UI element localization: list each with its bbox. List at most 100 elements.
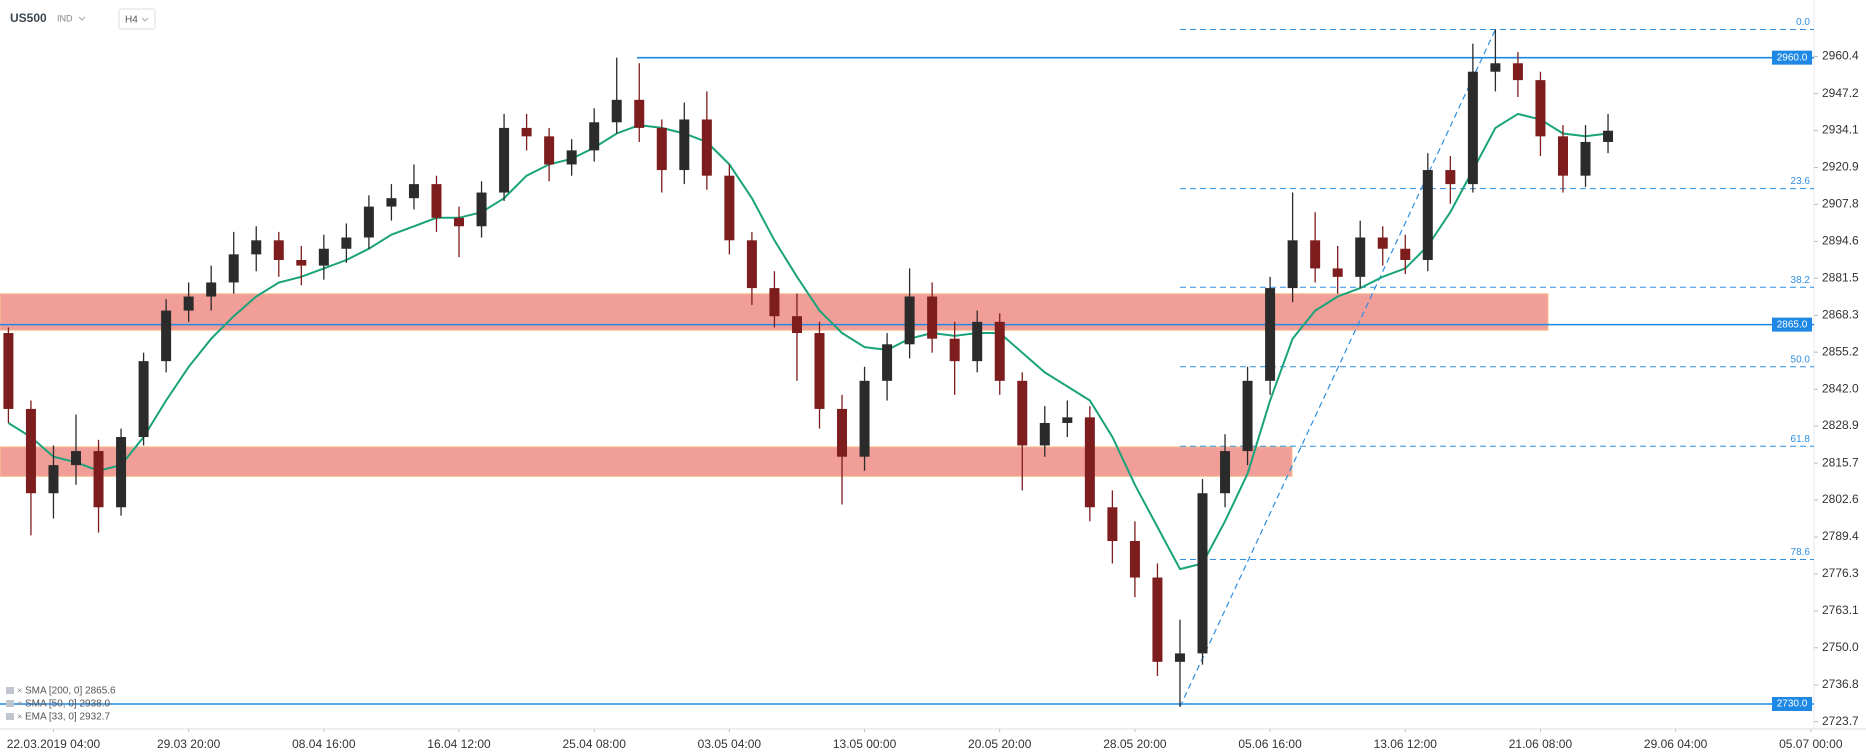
y-tick-label: 2907.8 bbox=[1822, 197, 1859, 211]
candle-body bbox=[1152, 577, 1163, 662]
candle-body bbox=[769, 288, 780, 317]
timeframe[interactable]: H4 bbox=[125, 15, 138, 26]
candle-body bbox=[1377, 237, 1388, 249]
fib-label: 0.0 bbox=[1796, 17, 1810, 28]
candle-body bbox=[296, 259, 307, 266]
candle-body bbox=[1355, 237, 1366, 277]
y-tick-label: 2776.3 bbox=[1822, 566, 1859, 580]
candle-body bbox=[363, 206, 374, 238]
y-tick-label: 2763.1 bbox=[1822, 603, 1859, 617]
candle-body bbox=[273, 240, 284, 260]
fib-label: 78.6 bbox=[1791, 547, 1811, 558]
candle-body bbox=[814, 333, 825, 409]
fib-trend bbox=[1179, 29, 1496, 708]
candle-body bbox=[746, 240, 757, 289]
candle-body bbox=[1445, 170, 1456, 185]
candle-body bbox=[408, 184, 419, 199]
candle-body bbox=[1062, 417, 1073, 423]
x-tick-label: 29.06 04:00 bbox=[1644, 737, 1708, 751]
candle-body bbox=[499, 127, 510, 193]
x-tick-label: 28.05 20:00 bbox=[1103, 737, 1167, 751]
candle-body bbox=[1017, 380, 1028, 446]
moving-average bbox=[7, 112, 1609, 571]
candle-body bbox=[1400, 248, 1411, 260]
x-tick-label: 22.03.2019 04:00 bbox=[7, 737, 101, 751]
candle-body bbox=[1310, 240, 1321, 269]
y-tick-label: 2881.5 bbox=[1822, 270, 1859, 284]
price-level-label: 2960.0 bbox=[1777, 52, 1808, 63]
y-tick-label: 2723.7 bbox=[1822, 714, 1859, 728]
candle-body bbox=[611, 99, 622, 123]
indicator-legend: SMA [200, 0] 2865.6 bbox=[25, 686, 116, 697]
y-tick-label: 2736.8 bbox=[1822, 677, 1859, 691]
candle-body bbox=[679, 119, 690, 171]
candle-body bbox=[949, 338, 960, 362]
candle-body bbox=[228, 254, 239, 283]
candle-body bbox=[994, 321, 1005, 381]
x-tick-label: 21.06 08:00 bbox=[1509, 737, 1573, 751]
candle-body bbox=[791, 316, 802, 334]
candle-body bbox=[724, 175, 735, 241]
y-tick-label: 2802.6 bbox=[1822, 492, 1859, 506]
timeframe-box[interactable] bbox=[118, 8, 156, 30]
candle-body bbox=[1174, 653, 1185, 662]
candle-body bbox=[1603, 130, 1614, 142]
indicator-icon bbox=[6, 700, 14, 707]
x-tick-label: 08.04 16:00 bbox=[292, 737, 356, 751]
y-tick-label: 2815.7 bbox=[1822, 455, 1859, 469]
candle-body bbox=[882, 344, 893, 381]
candle-body bbox=[386, 198, 397, 207]
candle-body bbox=[251, 240, 262, 255]
candle-body bbox=[927, 296, 938, 339]
instrument-type[interactable]: IND bbox=[57, 13, 73, 23]
candle-body bbox=[161, 310, 172, 362]
candle-body bbox=[1467, 71, 1478, 185]
x-tick-label: 29.03 20:00 bbox=[157, 737, 221, 751]
y-tick-label: 2868.3 bbox=[1822, 308, 1859, 322]
candle-body bbox=[589, 122, 600, 151]
candle-body bbox=[1129, 541, 1140, 578]
candle-body bbox=[634, 99, 645, 128]
x-tick-label: 13.05 00:00 bbox=[833, 737, 897, 751]
x-tick-label: 16.04 12:00 bbox=[427, 737, 491, 751]
price-level-tag bbox=[1772, 317, 1812, 332]
candle-body bbox=[138, 361, 149, 438]
dropdown-caret[interactable] bbox=[141, 17, 149, 22]
x-tick-label: 05.07 00:00 bbox=[1779, 737, 1843, 751]
candle-body bbox=[1557, 136, 1568, 176]
candle-body bbox=[454, 217, 465, 227]
y-tick-label: 2947.2 bbox=[1822, 86, 1859, 100]
candle-body bbox=[1220, 451, 1231, 494]
candle-body bbox=[521, 127, 532, 137]
candle-body bbox=[1265, 288, 1276, 381]
symbol[interactable]: US500 bbox=[10, 11, 47, 25]
x-tick-label: 05.06 16:00 bbox=[1238, 737, 1302, 751]
candle-body bbox=[1512, 63, 1523, 81]
candle-body bbox=[1242, 380, 1253, 452]
candle-body bbox=[206, 282, 217, 297]
price-level-tag bbox=[1772, 50, 1812, 65]
candle-body bbox=[1107, 507, 1118, 542]
price-level-tag bbox=[1772, 696, 1812, 711]
candle-body bbox=[837, 408, 848, 457]
candle-body bbox=[859, 380, 870, 457]
candle-body bbox=[656, 127, 667, 171]
indicator-close: × bbox=[17, 685, 22, 695]
y-tick-label: 2828.9 bbox=[1822, 418, 1859, 432]
dropdown-caret[interactable] bbox=[78, 16, 86, 21]
indicator-icon bbox=[6, 713, 14, 720]
candle-body bbox=[1084, 417, 1095, 508]
candle-body bbox=[1197, 493, 1208, 654]
y-tick-label: 2960.4 bbox=[1822, 49, 1859, 63]
indicator-close: × bbox=[17, 711, 22, 721]
candle-body bbox=[1422, 170, 1433, 260]
indicator-legend: EMA [33, 0] 2932.7 bbox=[25, 712, 110, 723]
candle-body bbox=[71, 451, 82, 466]
y-tick-label: 2750.0 bbox=[1822, 640, 1859, 654]
fib-label: 38.2 bbox=[1791, 275, 1811, 286]
x-tick-label: 25.04 08:00 bbox=[562, 737, 626, 751]
candle-body bbox=[116, 437, 127, 508]
y-tick-label: 2789.4 bbox=[1822, 529, 1859, 543]
